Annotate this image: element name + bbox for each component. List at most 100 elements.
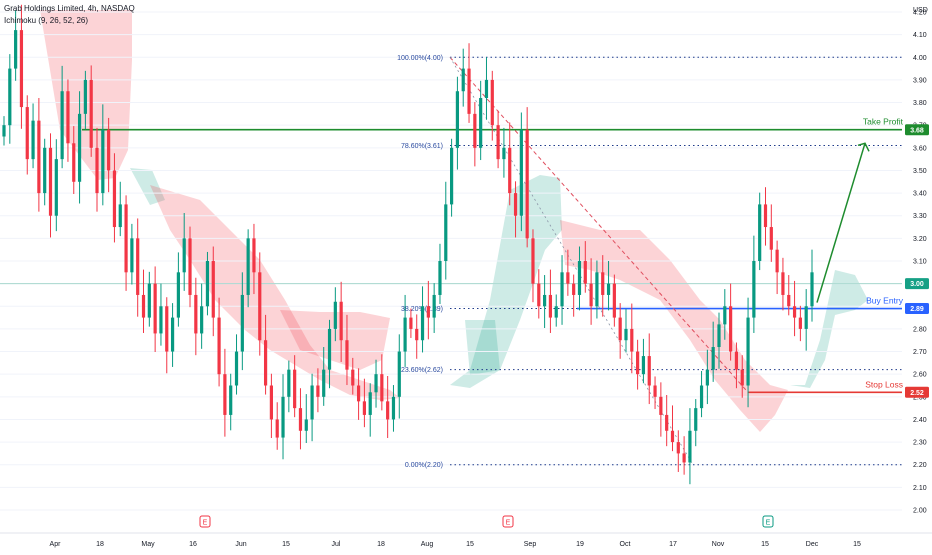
candle-body-46 <box>269 385 273 420</box>
candle-body-32 <box>188 238 192 295</box>
candle-body-126 <box>734 351 739 370</box>
price-tick-2: 4.00 <box>913 55 927 62</box>
candle-75 <box>438 243 442 305</box>
candle-55 <box>322 347 326 406</box>
candle-21 <box>124 195 128 291</box>
candle-body-107 <box>624 328 628 341</box>
candle-104 <box>606 261 611 311</box>
candle-body-90 <box>525 129 529 239</box>
candle-88 <box>513 181 518 238</box>
candle-139 <box>810 249 814 322</box>
time-tick-2: May <box>141 541 155 548</box>
candle-28 <box>165 297 169 374</box>
candle-body-6 <box>37 120 41 194</box>
candle-body-104 <box>606 283 611 295</box>
candle-body-15 <box>89 79 93 148</box>
candle-body-87 <box>508 147 512 194</box>
candle-body-21 <box>124 204 128 273</box>
price-tick-15: 2.70 <box>913 349 927 356</box>
candle-body-39 <box>229 385 233 415</box>
candle-110 <box>641 338 646 384</box>
candle-74 <box>432 283 436 333</box>
candle-10 <box>60 65 64 169</box>
candle-97 <box>566 249 570 296</box>
earnings-marker-label-0: E <box>203 520 208 527</box>
candle-84 <box>490 70 494 141</box>
candle-135 <box>787 275 791 316</box>
candle-body-23 <box>136 238 140 295</box>
ichimoku-cloud-4 <box>450 175 562 388</box>
candle-120 <box>699 371 704 418</box>
candle-82 <box>479 80 483 161</box>
candle-65 <box>380 354 384 411</box>
candle-body-19 <box>112 170 117 228</box>
candle-body-113 <box>659 396 663 415</box>
price-tick-16: 2.60 <box>913 372 927 379</box>
currency-label: USD <box>913 7 928 14</box>
candle-body-139 <box>810 272 814 307</box>
candle-137 <box>798 305 802 342</box>
candle-body-82 <box>479 98 483 148</box>
candle-body-124 <box>723 306 727 325</box>
candle-26 <box>153 266 157 352</box>
candle-111 <box>647 333 651 405</box>
ichimoku-cloud-6 <box>560 220 788 432</box>
candle-103 <box>601 255 605 317</box>
candle-body-10 <box>60 91 64 160</box>
candle-body-65 <box>380 374 384 402</box>
candle-32 <box>188 226 192 308</box>
candle-107 <box>624 308 628 353</box>
candle-69 <box>403 294 407 367</box>
candle-58 <box>339 281 343 362</box>
candle-body-37 <box>217 317 221 375</box>
candle-94 <box>548 269 553 333</box>
candle-body-59 <box>345 340 349 370</box>
price-tick-14: 2.80 <box>913 326 927 333</box>
candle-17 <box>101 104 105 206</box>
candle-83 <box>484 57 489 120</box>
price-tick-3: 3.90 <box>913 77 927 84</box>
candle-body-34 <box>200 306 204 334</box>
candle-body-74 <box>432 294 436 318</box>
candle-body-85 <box>496 125 500 160</box>
candle-18 <box>107 117 111 193</box>
candle-43 <box>252 223 256 295</box>
candle-body-55 <box>322 369 326 397</box>
candle-7 <box>43 138 47 206</box>
candle-114 <box>665 395 669 447</box>
candle-body-94 <box>548 294 553 318</box>
candle-body-111 <box>647 356 651 386</box>
earnings-marker-box-1 <box>502 515 514 528</box>
candle-body-136 <box>792 306 797 318</box>
key-level-tag-0-box <box>905 124 929 136</box>
candle-85 <box>496 110 500 169</box>
candle-25 <box>147 271 151 327</box>
candle-body-61 <box>356 385 361 402</box>
candle-118 <box>688 408 692 485</box>
candle-body-26 <box>153 283 157 334</box>
candle-19 <box>112 153 117 243</box>
candle-body-102 <box>595 272 599 307</box>
candle-29 <box>170 303 175 367</box>
candle-body-62 <box>362 401 367 415</box>
time-tick-16: Dec <box>806 541 819 548</box>
candle-99 <box>577 246 582 311</box>
candle-body-67 <box>391 396 396 420</box>
earnings-marker-0: E <box>199 515 211 528</box>
price-tick-21: 2.10 <box>913 485 927 492</box>
time-tick-6: Jul <box>332 541 341 548</box>
candle-body-88 <box>513 193 518 216</box>
candle-41 <box>240 272 244 371</box>
price-tick-4: 3.80 <box>913 100 927 107</box>
candle-body-63 <box>368 392 372 415</box>
candle-91 <box>531 229 535 303</box>
candle-62 <box>362 378 367 428</box>
candle-80 <box>467 43 471 123</box>
candle-108 <box>630 303 634 374</box>
candle-14 <box>83 70 87 130</box>
trend-lines <box>449 56 870 465</box>
time-tick-7: 18 <box>377 541 385 548</box>
candle-36 <box>211 246 215 337</box>
